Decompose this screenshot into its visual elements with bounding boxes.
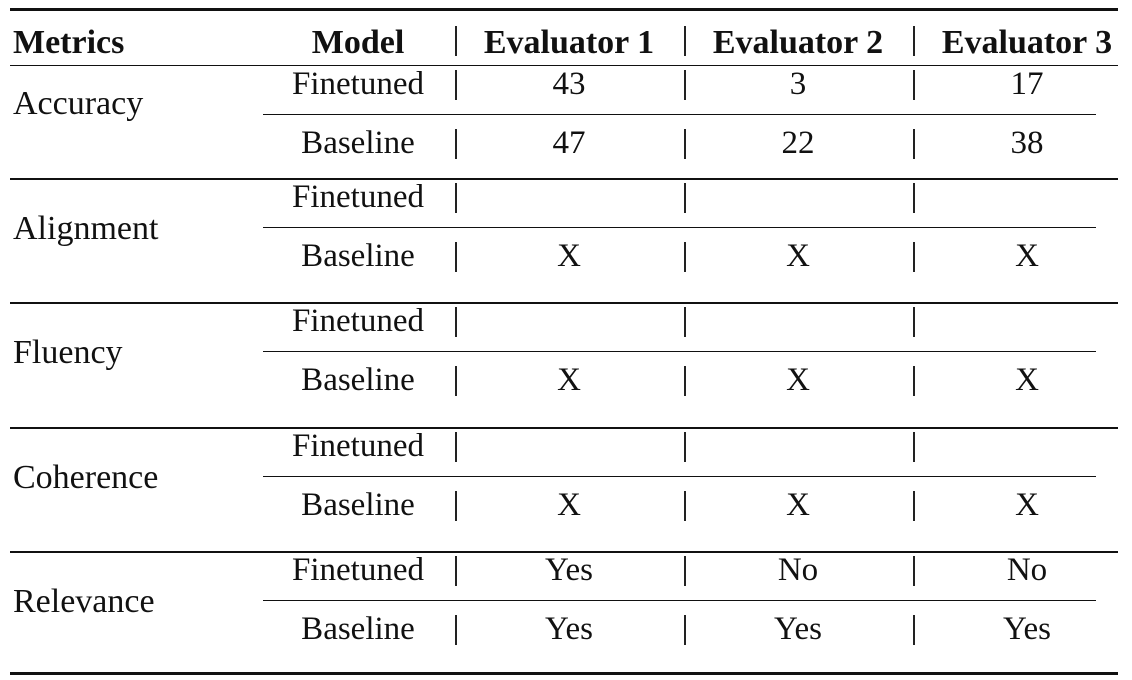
group-rule bbox=[10, 426, 1118, 429]
model-rule bbox=[263, 475, 1096, 477]
model-label: Baseline bbox=[301, 362, 415, 398]
header-metrics: Metrics bbox=[13, 24, 125, 61]
header-model: Model bbox=[311, 24, 405, 61]
evaluator-value: X bbox=[1015, 237, 1039, 274]
model-rule bbox=[263, 114, 1096, 115]
model-label: Finetuned bbox=[292, 178, 424, 215]
column-separator bbox=[913, 490, 915, 521]
column-separator bbox=[684, 70, 686, 100]
column-separator bbox=[455, 366, 457, 396]
metric-label: Fluency bbox=[13, 334, 123, 371]
model-label: Finetuned bbox=[292, 552, 424, 588]
evaluator-value: No bbox=[777, 552, 819, 588]
column-separator bbox=[913, 129, 915, 159]
column-separator bbox=[684, 182, 686, 213]
evaluator-value: X bbox=[557, 362, 581, 398]
evaluator-value: X bbox=[786, 486, 810, 523]
model-label: Finetuned bbox=[292, 66, 424, 102]
column-separator bbox=[913, 70, 915, 100]
model-rule bbox=[263, 351, 1096, 352]
column-separator bbox=[913, 556, 915, 586]
model-label: Finetuned bbox=[292, 427, 424, 464]
evaluator-value: 3 bbox=[789, 66, 807, 102]
group-rule bbox=[10, 551, 1118, 553]
column-separator bbox=[913, 307, 915, 337]
column-separator bbox=[684, 615, 686, 645]
column-separator bbox=[455, 70, 457, 100]
column-separator bbox=[455, 307, 457, 337]
metric-label: Coherence bbox=[13, 458, 159, 496]
column-separator bbox=[684, 431, 686, 462]
column-separator bbox=[684, 490, 686, 521]
column-separator bbox=[913, 431, 915, 462]
metric-label: Alignment bbox=[13, 209, 159, 247]
model-label: Baseline bbox=[301, 237, 415, 274]
evaluator-value: Yes bbox=[544, 611, 594, 647]
column-separator bbox=[455, 182, 457, 213]
column-separator bbox=[455, 490, 457, 521]
evaluator-value: Yes bbox=[773, 611, 823, 647]
evaluator-value: 47 bbox=[552, 125, 586, 161]
evaluator-value: 17 bbox=[1010, 66, 1044, 102]
evaluator-value: X bbox=[786, 237, 810, 274]
metric-label: Relevance bbox=[13, 583, 155, 620]
bottom-rule bbox=[10, 672, 1118, 675]
column-separator bbox=[455, 129, 457, 159]
column-separator bbox=[455, 556, 457, 586]
evaluator-value: X bbox=[1015, 362, 1039, 398]
column-separator bbox=[684, 556, 686, 586]
header-rule bbox=[10, 65, 1118, 66]
model-label: Baseline bbox=[301, 486, 415, 523]
column-separator bbox=[455, 431, 457, 462]
column-separator bbox=[684, 307, 686, 337]
model-label: Baseline bbox=[301, 125, 415, 161]
column-separator bbox=[455, 615, 457, 645]
column-separator bbox=[913, 241, 915, 272]
model-label: Baseline bbox=[301, 611, 415, 647]
group-rule bbox=[10, 177, 1118, 180]
evaluator-value: No bbox=[1006, 552, 1048, 588]
model-rule bbox=[263, 600, 1096, 601]
model-label: Finetuned bbox=[292, 303, 424, 339]
header-evaluator-3: Evaluator 3 bbox=[941, 24, 1113, 61]
column-separator bbox=[455, 241, 457, 272]
evaluator-value: 43 bbox=[552, 66, 586, 102]
evaluator-value: 38 bbox=[1010, 125, 1044, 161]
evaluator-value: 22 bbox=[781, 125, 815, 161]
column-separator bbox=[913, 366, 915, 396]
column-separator bbox=[913, 26, 915, 56]
evaluator-value: X bbox=[1015, 486, 1039, 523]
header-evaluator-1: Evaluator 1 bbox=[483, 24, 655, 61]
evaluator-value: X bbox=[557, 486, 581, 523]
evaluator-value: Yes bbox=[1002, 611, 1052, 647]
column-separator bbox=[913, 615, 915, 645]
model-rule bbox=[263, 226, 1096, 228]
metric-label: Accuracy bbox=[13, 85, 144, 122]
column-separator bbox=[455, 26, 457, 56]
column-separator bbox=[684, 241, 686, 272]
column-separator bbox=[684, 129, 686, 159]
evaluator-value: Yes bbox=[544, 552, 594, 588]
evaluator-value: X bbox=[557, 237, 581, 274]
group-rule bbox=[10, 302, 1118, 304]
evaluator-value: X bbox=[786, 362, 810, 398]
header-evaluator-2: Evaluator 2 bbox=[712, 24, 884, 61]
top-rule bbox=[10, 8, 1118, 11]
column-separator bbox=[684, 26, 686, 56]
column-separator bbox=[913, 182, 915, 213]
column-separator bbox=[684, 366, 686, 396]
